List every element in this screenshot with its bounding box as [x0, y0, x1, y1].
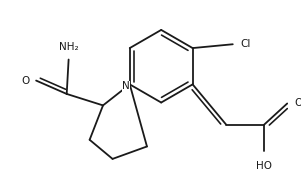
Text: HO: HO — [256, 161, 272, 171]
Text: O: O — [294, 98, 301, 108]
Text: Cl: Cl — [240, 39, 251, 49]
Text: N: N — [122, 81, 130, 91]
Text: O: O — [21, 75, 29, 85]
Text: NH₂: NH₂ — [59, 42, 79, 52]
